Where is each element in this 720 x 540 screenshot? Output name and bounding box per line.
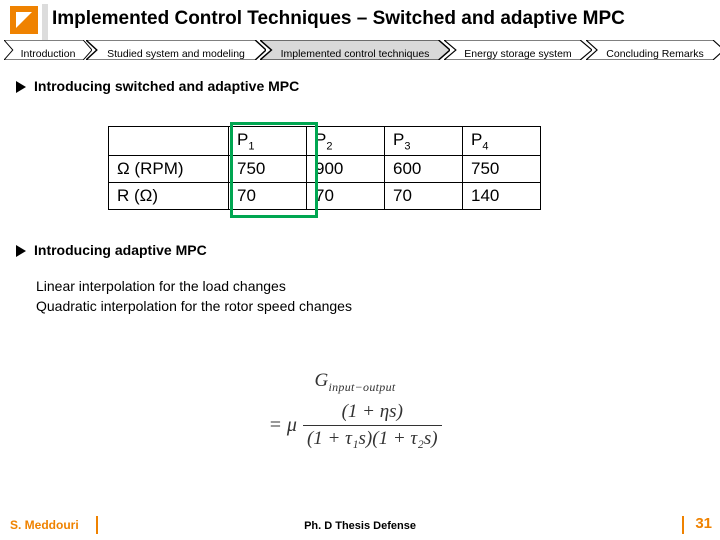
transfer-function-formula: Ginput−output = μ (1 + ηs) (1 + τ₁s)(1 +…: [172, 370, 538, 450]
nav-item-energy-storage[interactable]: Energy storage system: [444, 40, 592, 60]
table-cell: P4: [463, 127, 541, 156]
nav-label: Studied system and modeling: [86, 40, 266, 64]
section-2-text: Introducing adaptive MPC: [34, 242, 207, 258]
nav-label: Implemented control techniques: [260, 40, 450, 64]
nav-label: Introduction: [4, 40, 92, 64]
title-divider: [42, 4, 48, 44]
nav-item-studied-system[interactable]: Studied system and modeling: [86, 40, 266, 60]
table-row: R (Ω) 70 70 70 140: [109, 183, 541, 210]
body-text: Quadratic interpolation for the rotor sp…: [36, 298, 352, 314]
nav-label: Energy storage system: [444, 40, 592, 64]
table-row: Ω (RPM) 750 900 600 750: [109, 156, 541, 183]
body-text: Linear interpolation for the load change…: [36, 278, 286, 294]
table-cell: 70: [385, 183, 463, 210]
triangle-bullet-icon: [16, 81, 26, 93]
footer-page-number: 31: [695, 515, 712, 532]
nav-label: Concluding Remarks: [586, 40, 720, 64]
table-cell: 750: [463, 156, 541, 183]
formula-denominator: (1 + τ₁s)(1 + τ₂s): [303, 425, 442, 450]
table-cell: [109, 127, 229, 156]
formula-numerator: (1 + ηs): [303, 401, 442, 425]
operating-points-table: P1 P2 P3 P4 Ω (RPM) 750 900 600 750 R (Ω…: [108, 126, 541, 210]
table-cell: R (Ω): [109, 183, 229, 210]
formula-lhs-sub: input−output: [328, 380, 395, 394]
formula-lhs: G: [314, 370, 328, 391]
table-cell: P2: [307, 127, 385, 156]
nav-item-introduction[interactable]: Introduction: [4, 40, 92, 60]
breadcrumb: Introduction Studied system and modeling…: [0, 40, 720, 62]
logo-icon: [10, 6, 38, 34]
table-cell: 140: [463, 183, 541, 210]
table-cell: Ω (RPM): [109, 156, 229, 183]
footer-divider: [682, 516, 684, 534]
table-cell: 70: [307, 183, 385, 210]
table-cell: 750: [229, 156, 307, 183]
formula-fraction: (1 + ηs) (1 + τ₁s)(1 + τ₂s): [303, 401, 442, 450]
footer: S. Meddouri Ph. D Thesis Defense 31: [0, 512, 720, 534]
table-cell: 600: [385, 156, 463, 183]
table-cell: 70: [229, 183, 307, 210]
footer-center: Ph. D Thesis Defense: [0, 520, 720, 532]
section-heading-1: Introducing switched and adaptive MPC: [16, 78, 299, 94]
section-1-text: Introducing switched and adaptive MPC: [34, 78, 299, 94]
table-cell: P3: [385, 127, 463, 156]
page-title: Implemented Control Techniques – Switche…: [52, 8, 625, 30]
nav-item-concluding[interactable]: Concluding Remarks: [586, 40, 720, 60]
triangle-bullet-icon: [16, 245, 26, 257]
table-row: P1 P2 P3 P4: [109, 127, 541, 156]
formula-mu: = μ: [268, 414, 297, 437]
section-heading-2: Introducing adaptive MPC: [16, 242, 207, 258]
nav-item-implemented-control[interactable]: Implemented control techniques: [260, 40, 450, 60]
table-cell: P1: [229, 127, 307, 156]
title-bar: Implemented Control Techniques – Switche…: [0, 4, 720, 38]
table-cell: 900: [307, 156, 385, 183]
